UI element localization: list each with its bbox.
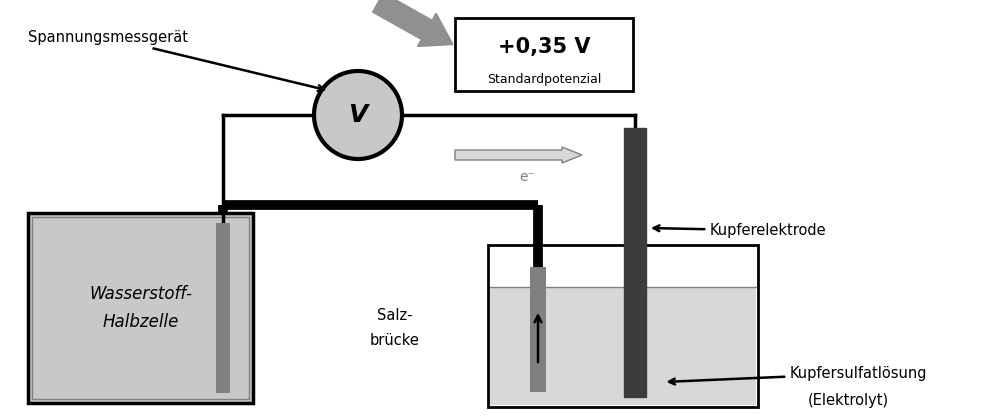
Bar [490,287,756,405]
Bar [530,267,546,392]
Text: e⁻: e⁻ [519,170,535,184]
Circle shape [314,71,402,159]
Text: Kupferelektrode: Kupferelektrode [653,223,827,238]
Text: Wasserstoff-: Wasserstoff- [89,285,192,303]
Text: (Elektrolyt): (Elektrolyt) [807,393,888,408]
FancyArrow shape [455,147,582,163]
Bar [624,128,646,397]
Bar [455,18,633,91]
Text: Spannungsmessgerät: Spannungsmessgerät [28,30,324,91]
Bar [216,223,230,393]
Bar [32,217,249,399]
FancyArrow shape [373,0,453,47]
Bar [28,213,253,403]
Text: Halbzelle: Halbzelle [103,313,179,331]
Bar [488,245,758,407]
Text: Kupfersulfatlösung: Kupfersulfatlösung [669,366,928,384]
Text: V: V [349,103,368,127]
Text: Standardpotenzial: Standardpotenzial [486,72,601,85]
Text: Salz-: Salz- [377,308,413,323]
Text: brücke: brücke [370,333,420,347]
Text: +0,35 V: +0,35 V [497,36,590,57]
